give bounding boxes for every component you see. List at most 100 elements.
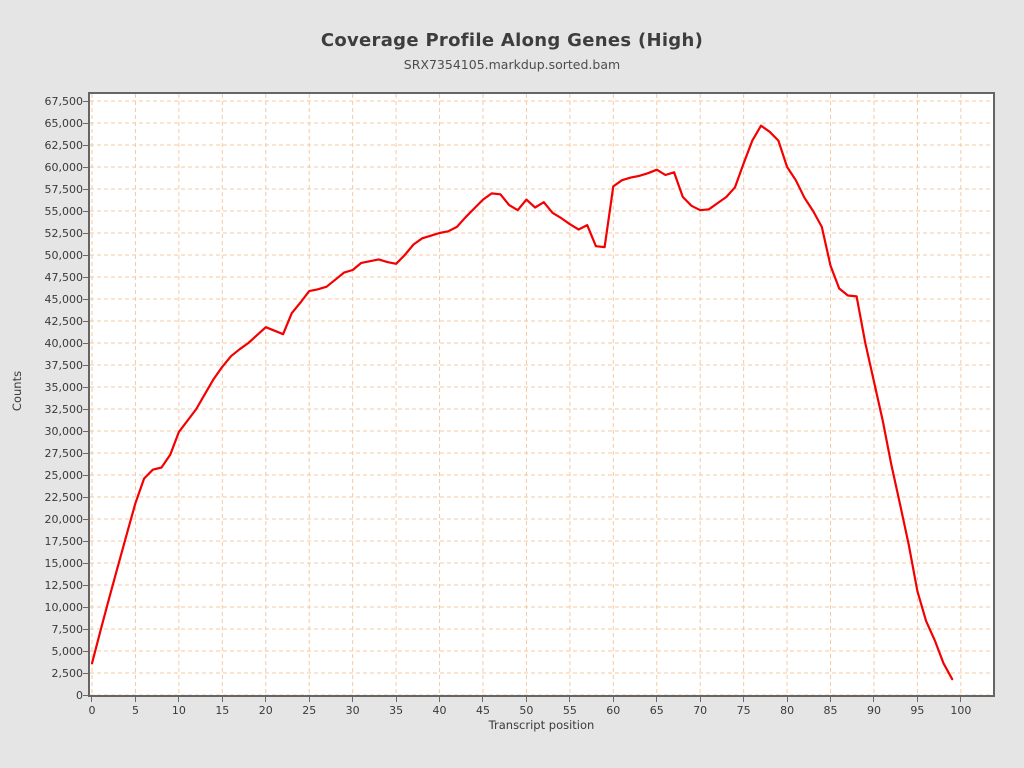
y-tick-mark [83,364,88,366]
x-tick-mark [656,697,658,702]
y-tick-label: 0 [76,688,83,702]
x-tick-mark [439,697,441,702]
x-tick-label: 10 [171,704,186,717]
y-tick-mark [83,386,88,388]
x-tick-mark [525,697,527,702]
x-tick-label: 80 [780,704,795,717]
y-tick-label: 57,500 [44,182,84,196]
x-tick-label: 30 [345,704,360,717]
y-tick-mark [83,298,88,300]
x-tick-mark [352,697,354,702]
y-tick-mark [83,562,88,564]
y-tick-label: 50,000 [44,248,84,262]
x-tick-label: 90 [866,704,881,717]
y-tick-label: 47,500 [44,270,84,284]
x-tick-label: 35 [389,704,404,717]
y-tick-label: 55,000 [44,204,84,218]
y-tick-label: 40,000 [44,336,84,350]
x-tick-label: 45 [475,704,490,717]
x-tick-label: 55 [562,704,577,717]
y-tick-mark [83,496,88,498]
y-tick-mark [83,122,88,124]
y-tick-mark [83,518,88,520]
y-tick-label: 60,000 [44,160,84,174]
y-tick-mark [83,430,88,432]
x-tick-label: 85 [823,704,838,717]
x-tick-mark [612,697,614,702]
y-tick-label: 45,000 [44,292,84,306]
y-tick-label: 20,000 [44,512,84,526]
y-tick-mark [83,276,88,278]
x-tick-mark [743,697,745,702]
y-tick-mark [83,210,88,212]
y-tick-mark [83,672,88,674]
chart-subtitle: SRX7354105.markdup.sorted.bam [403,57,621,72]
x-tick-mark [308,697,310,702]
x-tick-mark [91,697,93,702]
y-tick-mark [83,474,88,476]
y-tick-label: 12,500 [44,578,84,592]
y-tick-mark [83,232,88,234]
x-tick-mark [916,697,918,702]
y-tick-mark [83,320,88,322]
y-tick-mark [83,628,88,630]
y-tick-mark [83,584,88,586]
y-tick-label: 17,500 [44,534,84,548]
y-tick-mark [83,188,88,190]
y-tick-label: 62,500 [44,138,84,152]
y-tick-mark [83,144,88,146]
y-tick-label: 25,000 [44,468,84,482]
y-tick-label: 27,500 [44,446,84,460]
y-tick-label: 42,500 [44,314,84,328]
x-tick-label: 100 [950,704,972,717]
x-tick-label: 40 [432,704,447,717]
y-tick-label: 2,500 [51,666,84,680]
y-tick-label: 67,500 [44,94,84,108]
x-tick-label: 60 [606,704,621,717]
y-tick-label: 22,500 [44,490,84,504]
y-tick-mark [83,100,88,102]
x-tick-mark [569,697,571,702]
x-tick-mark [265,697,267,702]
x-tick-label: 75 [736,704,751,717]
x-tick-label: 25 [302,704,317,717]
y-tick-mark [83,408,88,410]
y-tick-mark [83,694,88,696]
y-tick-mark [83,650,88,652]
y-tick-mark [83,452,88,454]
chart-title: Coverage Profile Along Genes (High) [320,30,704,51]
x-tick-mark [786,697,788,702]
y-tick-label: 10,000 [44,600,84,614]
y-tick-label: 65,000 [44,116,84,130]
x-tick-label: 20 [258,704,273,717]
x-tick-mark [395,697,397,702]
x-tick-label: 5 [131,704,139,717]
x-tick-label: 0 [88,704,96,717]
x-tick-mark [178,697,180,702]
x-tick-label: 15 [215,704,230,717]
x-tick-mark [482,697,484,702]
y-tick-label: 30,000 [44,424,84,438]
x-tick-mark [873,697,875,702]
y-tick-mark [83,342,88,344]
y-tick-mark [83,254,88,256]
x-tick-label: 50 [519,704,534,717]
y-tick-label: 32,500 [44,402,84,416]
y-tick-label: 35,000 [44,380,84,394]
x-tick-mark [221,697,223,702]
y-tick-mark [83,606,88,608]
x-tick-label: 70 [693,704,708,717]
plot-area [88,92,995,697]
y-tick-label: 52,500 [44,226,84,240]
x-tick-label: 95 [910,704,925,717]
y-tick-mark [83,540,88,542]
y-tick-mark [83,166,88,168]
x-axis-title: Transcript position [488,718,595,732]
y-tick-label: 37,500 [44,358,84,372]
y-tick-label: 7,500 [51,622,84,636]
y-tick-label: 5,000 [51,644,84,658]
x-tick-mark [699,697,701,702]
x-tick-mark [960,697,962,702]
series-coverage [90,124,954,681]
